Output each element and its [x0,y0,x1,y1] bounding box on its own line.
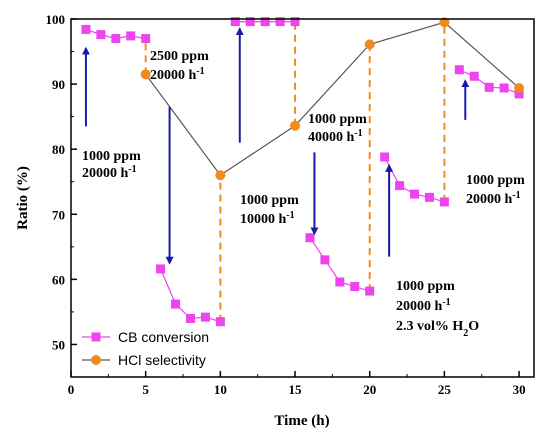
annotation-4-line-2: 40000 h-1 [308,128,363,146]
superscript: -1 [286,210,294,221]
cb-conversion-point [410,189,420,199]
legend-swatch-hcl-marker [91,355,101,365]
cb-conversion-point [305,233,315,243]
x-tick-label: 0 [68,382,75,397]
annotation-5-line-3: 2.3 vol% H2O [396,319,479,339]
annotation-3: 1000 ppm 10000 h-1 [240,193,302,227]
superscript: -1 [128,164,136,175]
plot-frame [70,18,535,378]
annotation-2: 2500 ppm 20000 h-1 [150,49,212,83]
formula-tail: O [468,319,479,334]
cb-conversion-point [81,24,91,34]
axis-ticks: 0 5 10 15 20 25 30 50 60 70 80 90 100 [46,12,526,397]
legend-swatch-cb-marker [91,332,101,342]
subscript: 2 [463,328,468,339]
cb-conversion-point [350,282,360,292]
x-tick-label: 30 [513,382,526,397]
x-axis-title: Time (h) [274,413,329,429]
legend: CB conversion HCl selectivity [82,329,209,368]
hcl-selectivity-point [514,82,525,93]
annotation-5-line-2: 20000 h-1 [396,297,451,315]
cb-conversion-point [156,264,166,274]
cb-conversion-point [275,17,285,27]
cb-conversion-point [230,17,240,27]
cb-conversion-point [185,313,195,323]
hcl-selectivity-point [439,17,450,28]
legend-label-hcl: HCl selectivity [118,352,206,368]
cb-conversion-point [245,17,255,27]
cb-conversion-line [160,268,221,323]
y-tick-label: 90 [52,77,65,92]
y-tick-label: 80 [52,142,65,157]
annotation-5: 1000 ppm 20000 h-1 2.3 vol% H2O [396,279,479,339]
y-tick-label: 100 [46,12,66,27]
cb-conversion-point [96,30,106,40]
cb-conversion-point [499,83,509,93]
annotation-6-line-2: 20000 h-1 [466,190,521,208]
cb-conversion-point [126,31,136,41]
cb-conversion-point [171,299,181,309]
annotation-1-line-2: 20000 h-1 [82,164,137,182]
y-tick-label: 60 [52,272,65,287]
annotation-4: 1000 ppm 40000 h-1 [308,112,370,145]
cb-conversion-point [365,286,375,296]
cb-conversion-point [514,89,524,99]
cb-conversion-point [439,197,449,207]
cb-conversion-point [395,181,405,191]
legend-label-cb: CB conversion [118,329,209,345]
hcl-selectivity-point [290,120,301,131]
cb-conversion-point [215,317,225,327]
cb-conversion-point [141,34,151,44]
annotation-1: 1000 ppm 20000 h-1 [82,149,144,181]
y-tick-label: 70 [52,207,65,222]
cb-conversion-point [111,34,121,44]
y-tick-label: 50 [52,337,65,352]
cb-conversion-point [200,312,210,322]
superscript: -1 [442,297,450,308]
x-tick-label: 25 [438,382,452,397]
superscript: -1 [354,128,362,139]
cb-conversion-point [260,17,270,27]
cb-conversion-point [335,277,345,287]
hcl-selectivity-point [140,69,151,80]
superscript: -1 [196,66,204,77]
annotation-6: 1000 ppm 20000 h-1 [466,173,528,207]
y-axis-title: Ratio (%) [15,166,31,230]
cb-conversion-point [454,65,464,75]
cb-conversion-point [380,152,390,162]
x-tick-label: 20 [363,382,376,397]
superscript: -1 [512,190,520,201]
x-tick-label: 15 [289,382,303,397]
cb-conversion-point [484,82,494,92]
cb-conversion-point [424,192,434,202]
x-tick-label: 5 [142,382,149,397]
x-tick-label: 10 [214,382,227,397]
cb-conversion-point [290,17,300,27]
cb-conversion-point [320,255,330,265]
cb-conversion-point [469,71,479,81]
annotation-3-line-2: 10000 h-1 [240,210,295,228]
plot-area [81,17,525,327]
hcl-selectivity-point [364,39,375,50]
annotation-2-line-2: 20000 h-1 [150,66,205,84]
hcl-selectivity-line [145,21,520,177]
hcl-selectivity-point [215,170,226,181]
